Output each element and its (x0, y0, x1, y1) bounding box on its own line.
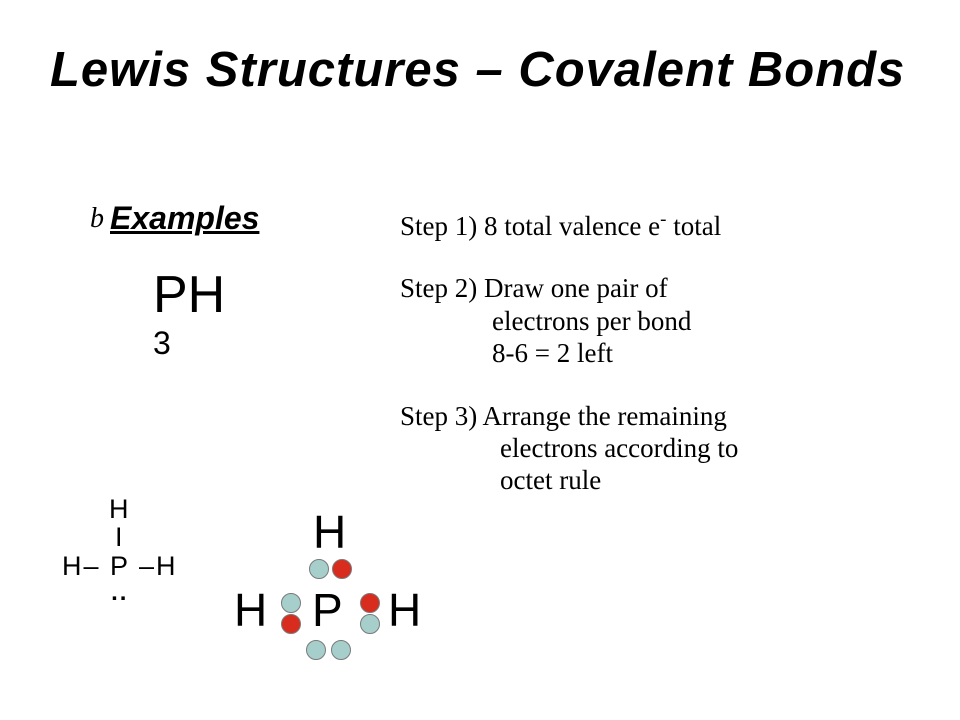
slide-title: Lewis Structures – Covalent Bonds (50, 42, 905, 98)
step3-line3: octet rule (400, 464, 738, 496)
lewis-dot-structure: H H P H (210, 495, 460, 695)
step3-line1: Step 3) Arrange the remaining (400, 400, 738, 432)
step-2: Step 2) Draw one pair of electrons per b… (400, 272, 738, 369)
electron-dot-3 (281, 614, 301, 634)
chemical-formula: PH 3 (153, 265, 225, 325)
step2-line2: electrons per bond (400, 305, 738, 337)
electron-dot-1 (332, 559, 352, 579)
formula-main: PH (153, 266, 225, 324)
atom-center-p: P (312, 583, 343, 637)
examples-label: Examples (110, 200, 259, 237)
steps-block: Step 1) 8 total valence e- total Step 2)… (400, 210, 738, 497)
electron-dot-7 (331, 640, 351, 660)
bullet-icon: b (90, 203, 104, 235)
electron-dot-4 (360, 593, 380, 613)
step1-tail: total (666, 211, 721, 241)
electron-dot-5 (360, 614, 380, 634)
struct-left-l1: H (62, 495, 178, 523)
atom-right-h: H (388, 583, 421, 637)
struct-left-lonepair: .. (62, 580, 178, 605)
step-1: Step 1) 8 total valence e- total (400, 210, 738, 242)
lewis-line-structure: H I H– P –H .. (62, 495, 178, 605)
step2-line3: 8-6 = 2 left (400, 337, 738, 369)
electron-dot-2 (281, 593, 301, 613)
electron-dot-0 (309, 559, 329, 579)
electron-dot-6 (306, 640, 326, 660)
atom-left-h: H (234, 583, 267, 637)
step3-line2: electrons according to (400, 432, 738, 464)
struct-left-l3: H– P –H (62, 552, 178, 580)
examples-heading: b Examples (90, 200, 259, 237)
step1-text: Step 1) 8 total valence e (400, 211, 660, 241)
formula-subscript: 3 (153, 325, 171, 362)
struct-left-l2: I (62, 523, 178, 551)
step-3: Step 3) Arrange the remaining electrons … (400, 400, 738, 497)
step2-line1: Step 2) Draw one pair of (400, 272, 738, 304)
atom-top-h: H (313, 505, 346, 559)
